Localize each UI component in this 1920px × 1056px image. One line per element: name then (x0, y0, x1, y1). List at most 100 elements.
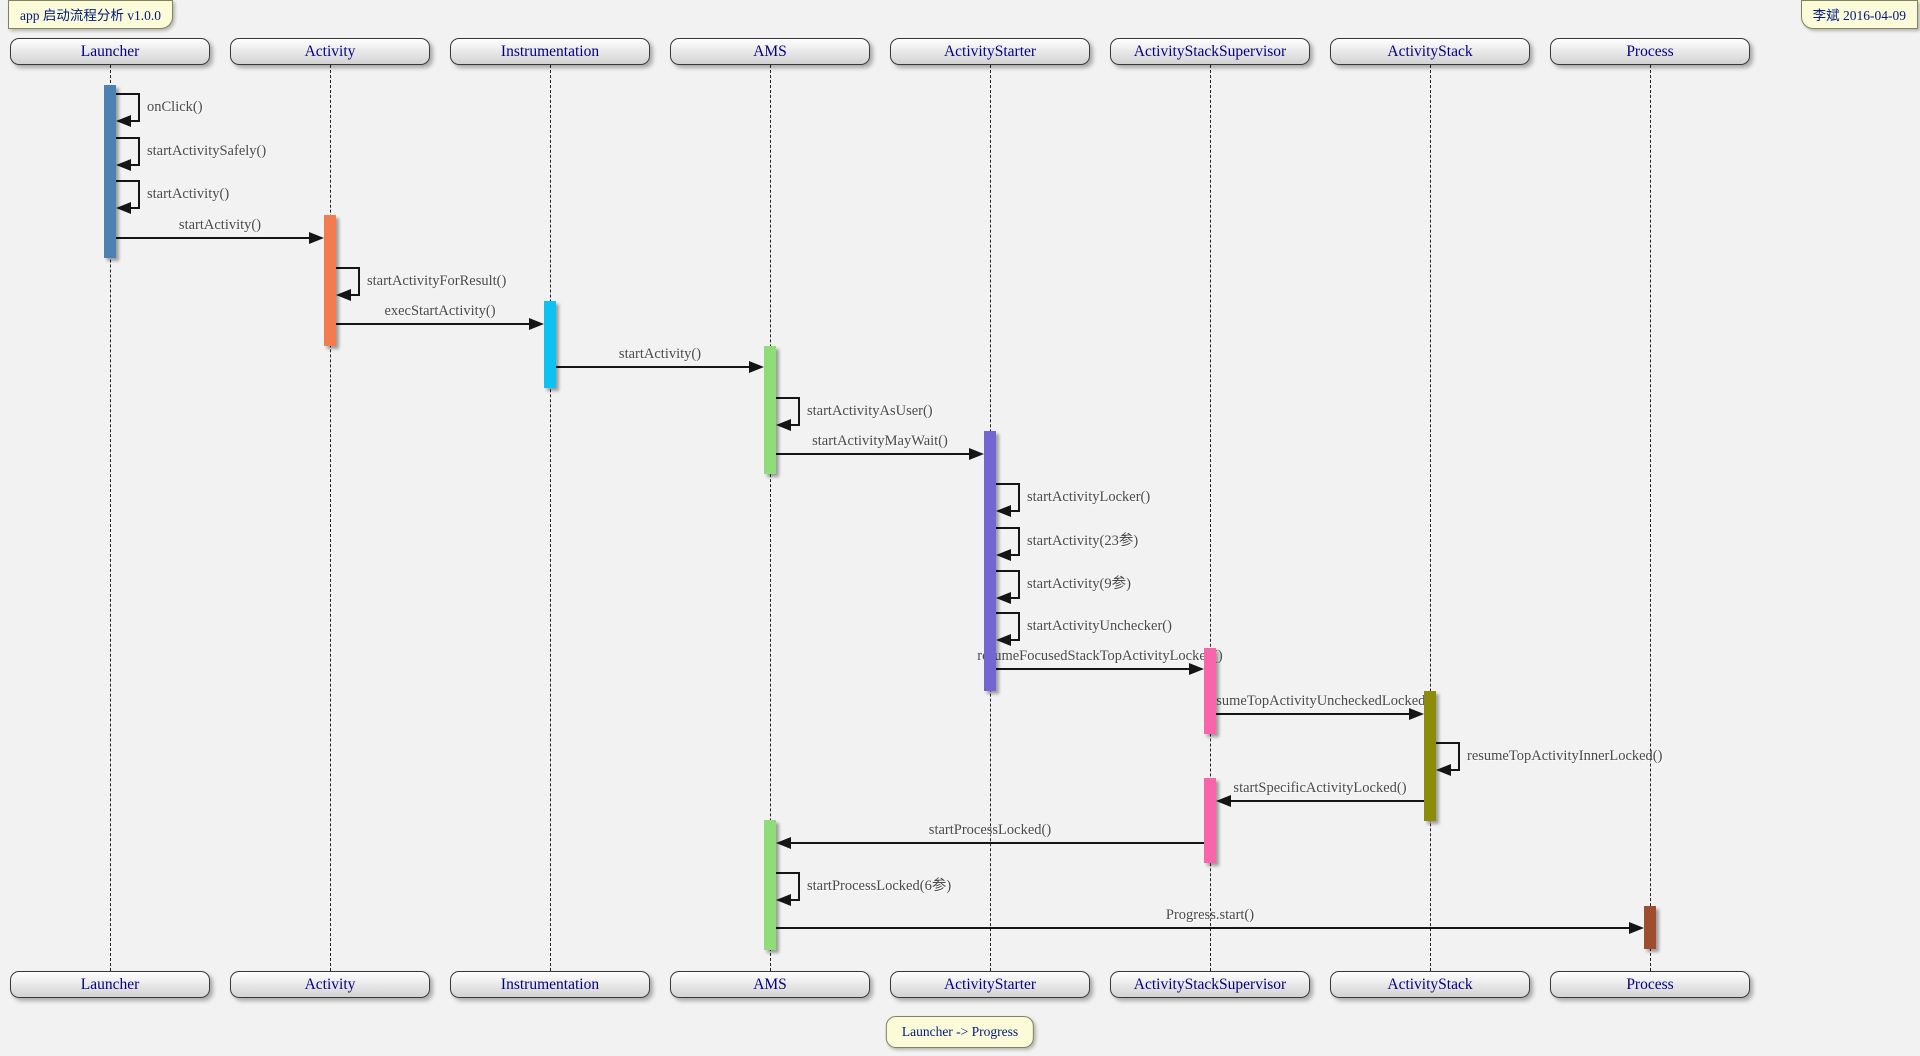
message-label: startActivityForResult() (367, 272, 507, 289)
activation-bar (1424, 691, 1436, 821)
message-arrowhead (529, 318, 544, 330)
message-line (776, 453, 971, 455)
message-label: startActivityAsUser() (807, 402, 933, 419)
participant-box-bottom: AMS (670, 971, 870, 998)
message-label: resumeTopActivityInnerLocked() (1467, 747, 1663, 764)
message-label: startActivity() (618, 346, 702, 362)
message-label: startActivity() (147, 185, 230, 202)
self-call-line (996, 570, 1019, 572)
self-call-line (1009, 639, 1019, 641)
participant-box-top: ActivityStackSupervisor (1110, 38, 1310, 65)
activation-bar (1644, 906, 1656, 949)
self-call-arrowhead (116, 159, 131, 171)
self-call-line (996, 527, 1019, 529)
self-call-line (798, 397, 800, 426)
self-call-arrowhead (996, 634, 1011, 646)
activation-bar (1204, 778, 1216, 863)
activation-bar (764, 346, 776, 474)
message-label: startActivitySafely() (147, 142, 267, 159)
activation-bar (544, 301, 556, 388)
self-call-arrowhead (336, 289, 351, 301)
self-call-line (1449, 769, 1459, 771)
message-line (116, 237, 311, 239)
participant-box-bottom: Process (1550, 971, 1750, 998)
self-call-arrowhead (1436, 764, 1451, 776)
self-call-arrowhead (996, 505, 1011, 517)
self-call-line (789, 424, 799, 426)
participant-box-top: ActivityStack (1330, 38, 1530, 65)
lifeline (1430, 65, 1431, 971)
participant-box-bottom: Launcher (10, 971, 210, 998)
message-arrowhead (309, 232, 324, 244)
self-call-arrowhead (996, 549, 1011, 561)
participant-box-top: Instrumentation (450, 38, 650, 65)
lifeline (1650, 65, 1651, 971)
lifeline (110, 65, 111, 971)
message-line (789, 842, 1204, 844)
self-call-line (776, 397, 799, 399)
self-call-line (1018, 570, 1020, 599)
message-label: startActivityLocker() (1027, 488, 1151, 505)
message-label: startProcessLocked() (928, 822, 1052, 838)
activation-bar (1204, 648, 1216, 734)
message-line (1216, 713, 1411, 715)
participant-box-top: ActivityStarter (890, 38, 1090, 65)
message-label: startActivityUnchecker() (1027, 617, 1172, 634)
self-call-line (138, 180, 140, 209)
self-call-line (138, 93, 140, 122)
message-line (776, 927, 1631, 929)
title-badge: app 启动流程分析 v1.0.0 (8, 0, 173, 29)
message-label: resumeTopActivityUncheckedLocked() (1204, 693, 1436, 709)
self-call-line (1018, 527, 1020, 556)
message-label: startActivity() (178, 217, 262, 233)
footer-note: Launcher -> Progress (885, 1016, 1035, 1048)
activation-bar (104, 85, 116, 258)
participant-box-top: Launcher (10, 38, 210, 65)
self-call-line (798, 872, 800, 901)
self-call-line (1018, 483, 1020, 512)
message-line (1229, 800, 1424, 802)
message-label: onClick() (147, 98, 203, 115)
self-call-arrowhead (116, 115, 131, 127)
message-line (336, 323, 531, 325)
lifeline (770, 65, 771, 971)
message-label: resumeFocusedStackTopActivityLocked() (977, 648, 1223, 664)
participant-box-bottom: ActivityStarter (890, 971, 1090, 998)
lifeline (1210, 65, 1211, 971)
self-call-line (349, 294, 359, 296)
participant-box-top: Process (1550, 38, 1750, 65)
message-arrowhead (1409, 708, 1424, 720)
message-line (996, 668, 1191, 670)
lifeline (330, 65, 331, 971)
self-call-line (1018, 612, 1020, 641)
self-call-line (1009, 510, 1019, 512)
activation-bar (984, 431, 996, 691)
self-call-line (116, 137, 139, 139)
self-call-line (138, 137, 140, 166)
self-call-arrowhead (116, 202, 131, 214)
message-label: startActivityMayWait() (812, 433, 948, 449)
participant-box-bottom: Instrumentation (450, 971, 650, 998)
self-call-line (1009, 554, 1019, 556)
lifeline (550, 65, 551, 971)
self-call-line (789, 899, 799, 901)
message-label: execStartActivity() (384, 303, 496, 319)
activation-bar (324, 215, 336, 346)
self-call-line (1458, 742, 1460, 771)
participant-box-top: AMS (670, 38, 870, 65)
message-arrowhead (969, 448, 984, 460)
participant-box-top: Activity (230, 38, 430, 65)
participant-box-bottom: ActivityStack (1330, 971, 1530, 998)
self-call-arrowhead (776, 894, 791, 906)
self-call-arrowhead (996, 592, 1011, 604)
participant-box-bottom: ActivityStackSupervisor (1110, 971, 1310, 998)
self-call-line (358, 267, 360, 296)
message-arrowhead (1629, 922, 1644, 934)
self-call-line (129, 164, 139, 166)
author-badge-text: 李斌 2016-04-09 (1812, 8, 1906, 23)
self-call-line (129, 120, 139, 122)
participant-box-bottom: Activity (230, 971, 430, 998)
message-arrowhead (1216, 795, 1231, 807)
author-badge: 李斌 2016-04-09 (1800, 0, 1918, 29)
